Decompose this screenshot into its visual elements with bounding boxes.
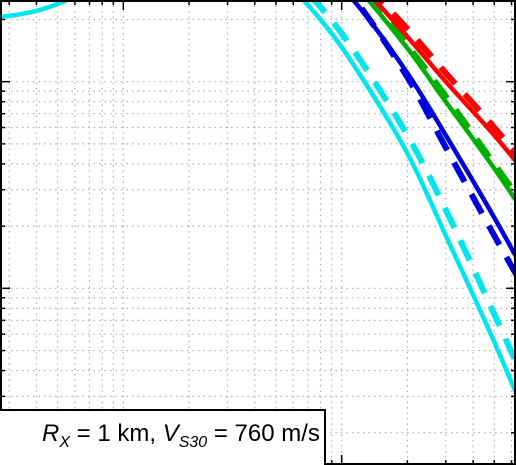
annotation-box	[0, 409, 326, 465]
annotation-v-value: = 760 m/s	[207, 420, 320, 447]
annotation-v-subscript: S30	[178, 433, 208, 451]
series-line-0	[371, 0, 516, 165]
series-line-1	[376, 0, 516, 159]
annotation-r-value: = 1 km,	[70, 420, 163, 447]
series-line-4	[350, 0, 516, 262]
annotation-v-symbol: V	[162, 420, 179, 447]
annotation-text: RX = 1 km, VS30 = 760 m/s	[42, 420, 320, 452]
series-line-5	[351, 0, 516, 281]
annotation-r-symbol: R	[42, 420, 60, 447]
series-line-2	[365, 0, 516, 205]
annotation-r-subscript: X	[59, 433, 71, 451]
